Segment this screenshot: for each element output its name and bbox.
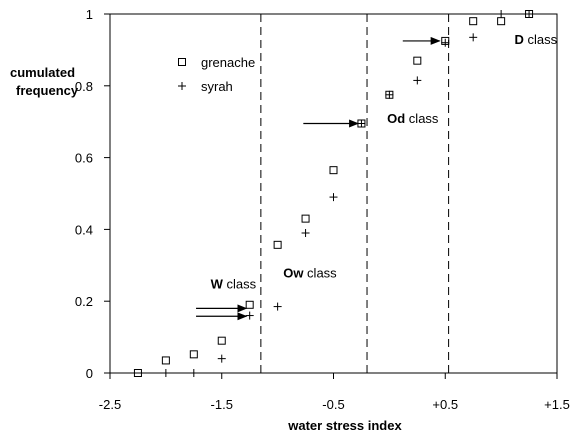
y-tick-label-5: 1 [86,7,93,22]
x-tick-label-2: -0.5 [322,397,344,412]
class-label-code-0: W [211,276,224,291]
grenache-point-10 [413,56,422,65]
ticks-layer: -2.5 -1.5 -0.5 +0.5 +1.5 0 0.2 0.4 0.6 0.8 1 [75,7,570,412]
class-label-0: W class [211,276,257,291]
syrah-point-5 [301,228,310,237]
y-axis-label-line2: frequency [16,83,79,98]
class-label-word-1: class [303,265,337,280]
x-tick-label-3: +0.5 [432,397,458,412]
syrah-point-10 [441,38,450,47]
grenache-point-4 [245,300,254,309]
class-label-code-1: Ow [283,265,304,280]
syrah-point-6 [329,193,338,202]
y-tick-label-4: 0.8 [75,79,93,94]
grenache-point-6 [301,214,310,223]
y-tick-label-0: 0 [86,366,93,381]
plot-frame [109,13,558,374]
y-axis-label-line1: cumulated [10,65,75,80]
legend-marker-grenache [178,58,186,66]
legend-marker-syrah [178,82,186,90]
y-tick-label-3: 0.6 [75,151,93,166]
class-label-word-3: class [524,32,558,47]
y-tick-label-2: 0.4 [75,222,93,237]
class-label-code-2: Od [387,111,405,126]
x-tick-label-0: -2.5 [99,397,121,412]
grenache-point-12 [469,17,478,26]
class-label-3: D class [515,32,558,47]
grenache-point-13 [497,17,506,26]
grenache-point-2 [189,350,198,359]
syrah-point-2 [217,354,226,363]
y-tick-label-1: 0.2 [75,294,93,309]
syrah-point-7 [357,119,366,128]
grenache-point-3 [217,336,226,345]
class-boundaries [260,14,450,373]
class-label-2: Od class [387,111,439,126]
syrah-point-11 [469,33,478,42]
syrah-point-4 [273,302,282,311]
syrah-point-8 [385,90,394,99]
data-points [133,10,534,377]
grenache-point-5 [273,240,282,249]
class-label-code-3: D [515,32,524,47]
grenache-point-1 [161,356,170,365]
x-tick-label-1: -1.5 [211,397,233,412]
grenache-point-7 [329,166,338,175]
arrows-layer [196,36,441,321]
syrah-point-9 [413,76,422,85]
class-label-word-2: class [405,111,439,126]
legend: grenache syrah [178,55,255,94]
x-tick-label-4: +1.5 [544,397,570,412]
class-label-word-0: class [223,276,257,291]
legend-label-grenache: grenache [201,55,255,70]
syrah-point-3 [245,311,254,320]
class-label-1: Ow class [283,265,337,280]
x-axis-label: water stress index [287,418,402,433]
legend-label-syrah: syrah [201,79,233,94]
